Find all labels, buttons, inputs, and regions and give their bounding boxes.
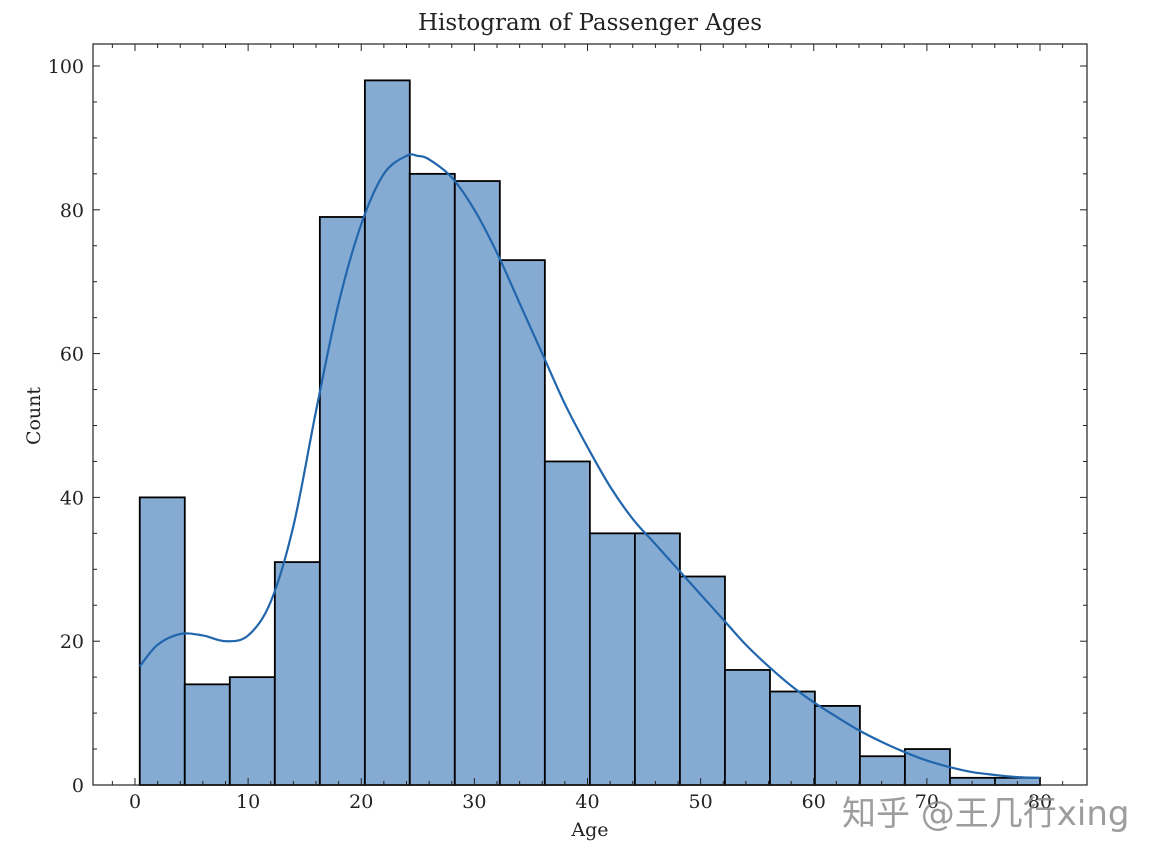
histogram-bar — [588, 532, 636, 786]
y-axis-label: Count — [23, 387, 45, 445]
histogram-bar — [498, 259, 546, 786]
histogram-bars — [138, 79, 1041, 786]
x-tick-label: 20 — [349, 791, 373, 813]
histogram-bar — [543, 460, 591, 786]
x-tick-label: 80 — [1028, 791, 1052, 813]
x-tick-label: 70 — [915, 791, 939, 813]
x-axis-label: Age — [570, 819, 608, 841]
x-tick-label: 50 — [689, 791, 713, 813]
y-tick-labels: 0 20 40 60 80 100 — [48, 56, 84, 797]
histogram-bar — [318, 216, 366, 786]
axis-ticks — [93, 44, 1087, 786]
histogram-bar — [679, 575, 726, 786]
histogram-bar — [813, 705, 861, 786]
histogram-bar — [273, 561, 321, 786]
histogram-bar — [453, 180, 501, 786]
watermark-text: 知乎 @王几行xing — [842, 794, 1130, 834]
x-tick-label: 60 — [802, 791, 826, 813]
y-tick-label: 100 — [48, 56, 84, 78]
x-tick-labels: 0 10 20 30 40 50 60 70 80 — [129, 791, 1052, 813]
x-tick-label: 30 — [462, 791, 486, 813]
x-tick-label: 0 — [129, 791, 141, 813]
histogram-bar — [724, 669, 771, 786]
histogram-bar — [228, 676, 276, 786]
histogram-bar — [633, 532, 681, 786]
x-tick-label: 40 — [575, 791, 599, 813]
y-tick-label: 80 — [60, 200, 84, 222]
kde-curve — [138, 153, 1041, 779]
y-tick-label: 40 — [60, 487, 84, 509]
histogram-bar — [769, 690, 816, 786]
x-tick-label: 10 — [236, 791, 260, 813]
y-tick-label: 60 — [60, 344, 84, 366]
histogram-bar — [183, 683, 231, 786]
chart-title: Histogram of Passenger Ages — [418, 10, 762, 36]
histogram-bar — [408, 172, 456, 786]
y-tick-label: 20 — [60, 631, 84, 653]
histogram-bar — [363, 79, 411, 786]
plot-frame — [92, 43, 1088, 786]
y-tick-label: 0 — [72, 775, 84, 797]
histogram-bar — [859, 755, 906, 786]
